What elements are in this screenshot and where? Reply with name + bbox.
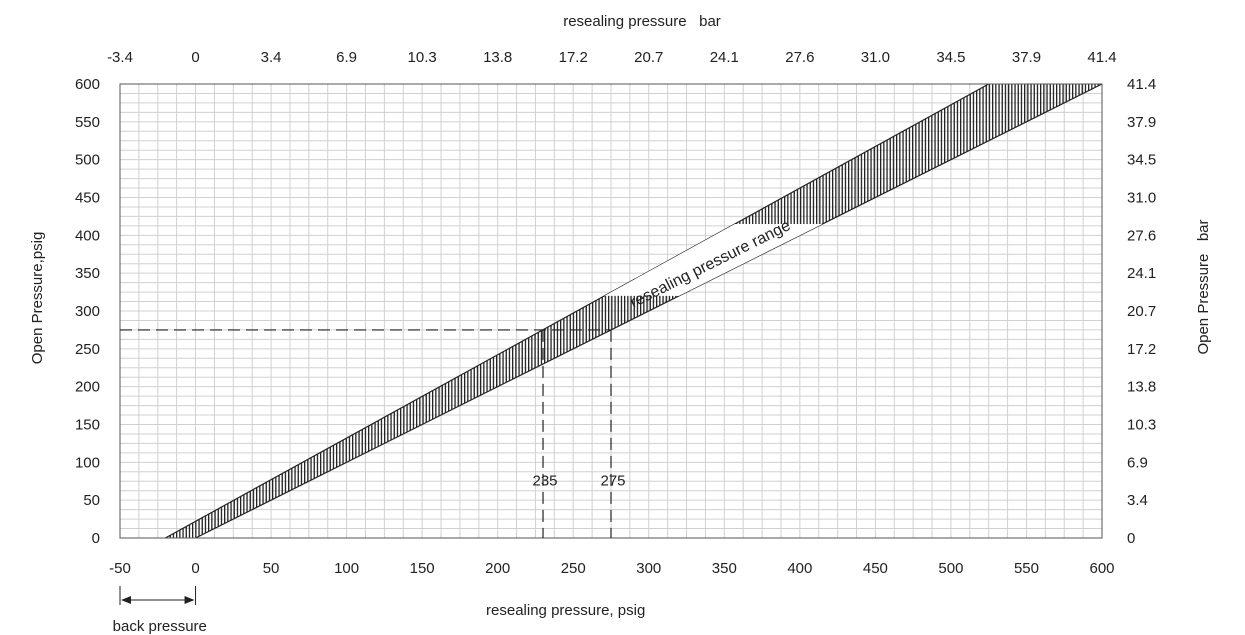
x2-tick-label: 20.7 [634, 49, 663, 66]
y-tick-label: 200 [75, 379, 100, 396]
x2-tick-label: 37.9 [1012, 49, 1041, 66]
y2-tick-label: 27.6 [1127, 227, 1156, 244]
x2-tick-label: 6.9 [336, 49, 357, 66]
x2-tick-label: 3.4 [261, 49, 282, 66]
y2-tick-label: 34.5 [1127, 152, 1156, 169]
y-tick-label: 100 [75, 454, 100, 471]
x-tick-label: 300 [636, 560, 661, 577]
x-tick-label: 250 [561, 560, 586, 577]
x2-tick-label: 0 [191, 49, 199, 66]
ref-low-label: 235 [532, 472, 557, 489]
y-tick-label: 400 [75, 227, 100, 244]
x-tick-label: 550 [1014, 560, 1039, 577]
y2-tick-label: 10.3 [1127, 417, 1156, 434]
y2-axis-title: Open Pressure bar [1195, 219, 1212, 354]
x2-tick-label: -3.4 [107, 49, 133, 66]
x-tick-labels: -50 0 50 100 150 200 250 300 350 400 450 500 550 600 [109, 560, 1114, 577]
x-tick-label: 600 [1089, 560, 1114, 577]
y-tick-label: 0 [92, 530, 100, 547]
y2-tick-label: 17.2 [1127, 341, 1156, 358]
y-tick-label: 50 [83, 492, 100, 509]
reference-lines [120, 329, 612, 538]
x-tick-label: 150 [410, 560, 435, 577]
y-tick-label: 450 [75, 190, 100, 207]
y2-tick-label: 6.9 [1127, 454, 1148, 471]
y2-tick-label: 31.0 [1127, 190, 1156, 207]
x2-tick-label: 24.1 [710, 49, 739, 66]
y2-tick-labels: 0 3.4 6.9 10.3 13.8 17.2 20.7 24.1 27.6 31.0 34.5 3… [1127, 76, 1156, 547]
back-pressure-label: back pressure [113, 618, 207, 635]
y2-tick-label: 41.4 [1127, 76, 1156, 93]
y-tick-label: 250 [75, 341, 100, 358]
x-tick-label: -50 [109, 560, 131, 577]
back-pressure-arrowhead-left [121, 596, 131, 604]
x2-axis-title: resealing pressure bar [563, 13, 721, 30]
y-tick-label: 550 [75, 114, 100, 131]
y2-tick-label: 37.9 [1127, 114, 1156, 131]
x-tick-label: 350 [712, 560, 737, 577]
y-tick-label: 300 [75, 303, 100, 320]
y-tick-labels: 0 50 100 150 200 250 300 350 400 450 500 550 600 [75, 76, 100, 547]
x2-tick-labels: -3.4 0 3.4 6.9 10.3 13.8 17.2 20.7 24.1 27.6 31.0 3… [107, 49, 1117, 66]
ref-high-label: 275 [600, 472, 625, 489]
x-tick-label: 200 [485, 560, 510, 577]
x-axis-title: resealing pressure, psig [486, 602, 645, 619]
x-tick-label: 50 [263, 560, 280, 577]
y2-tick-label: 20.7 [1127, 303, 1156, 320]
back-pressure-annotation [119, 586, 197, 605]
band-upper-line [165, 84, 989, 538]
x-tick-label: 500 [938, 560, 963, 577]
x2-tick-label: 41.4 [1087, 49, 1116, 66]
y-tick-label: 600 [75, 76, 100, 93]
band-lower-line [195, 84, 1102, 538]
y-tick-label: 150 [75, 417, 100, 434]
x2-tick-label: 27.6 [785, 49, 814, 66]
resealing-band [165, 84, 1102, 538]
y-axis-title: Open Pressure,psig [29, 232, 46, 365]
y2-tick-label: 24.1 [1127, 265, 1156, 282]
y-tick-label: 350 [75, 265, 100, 282]
x2-tick-label: 13.8 [483, 49, 512, 66]
x2-tick-label: 10.3 [408, 49, 437, 66]
back-pressure-arrowhead-right [184, 596, 195, 604]
band-label: resealing pressure range [627, 217, 793, 312]
y2-tick-label: 3.4 [1127, 492, 1148, 509]
band-label-box: resealing pressure range [604, 217, 823, 312]
x-tick-label: 450 [863, 560, 888, 577]
x2-tick-label: 34.5 [936, 49, 965, 66]
y2-tick-label: 13.8 [1127, 379, 1156, 396]
y2-tick-label: 0 [1127, 530, 1135, 547]
band-hatch [165, 84, 1102, 538]
x2-tick-label: 17.2 [559, 49, 588, 66]
x-tick-label: 100 [334, 560, 359, 577]
x2-tick-label: 31.0 [861, 49, 890, 66]
x-tick-label: 400 [787, 560, 812, 577]
x-tick-label: 0 [191, 560, 199, 577]
y-tick-label: 500 [75, 152, 100, 169]
